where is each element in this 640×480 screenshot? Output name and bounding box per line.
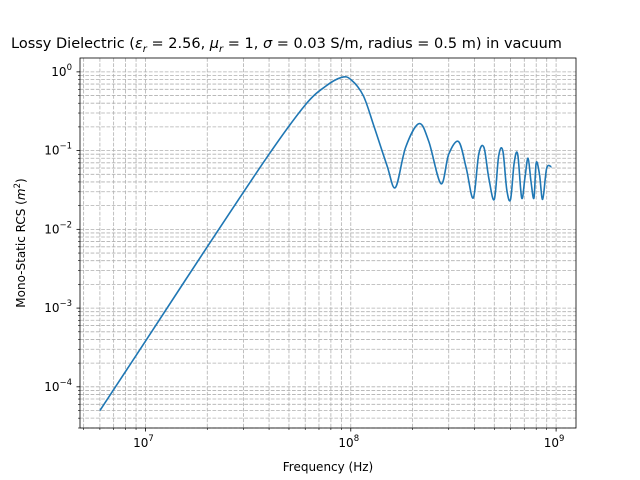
series-line <box>99 75 552 411</box>
y-tick-label: 10−4 <box>44 378 72 394</box>
y-tick-label: 10−1 <box>44 142 72 158</box>
grid-minor <box>80 58 576 429</box>
y-tick-label: 10−2 <box>44 220 72 236</box>
series-layer <box>99 75 552 411</box>
x-tick-label: 107 <box>133 434 154 450</box>
x-axis-label: Frequency (Hz) <box>283 460 374 474</box>
axis-ticks <box>76 71 557 432</box>
plot-frame <box>79 57 577 429</box>
tick-labels: 107 108 109 10−4 10−3 10−2 10−1 100 <box>44 63 564 450</box>
y-tick-label: 100 <box>51 63 72 79</box>
plot-area <box>80 58 576 428</box>
x-tick-label: 108 <box>338 434 359 450</box>
grid-major <box>80 58 576 428</box>
x-tick-label: 109 <box>544 434 565 450</box>
y-tick-label: 10−3 <box>44 299 72 315</box>
y-axis-label: Mono-Static RCS (m2) <box>13 178 28 307</box>
